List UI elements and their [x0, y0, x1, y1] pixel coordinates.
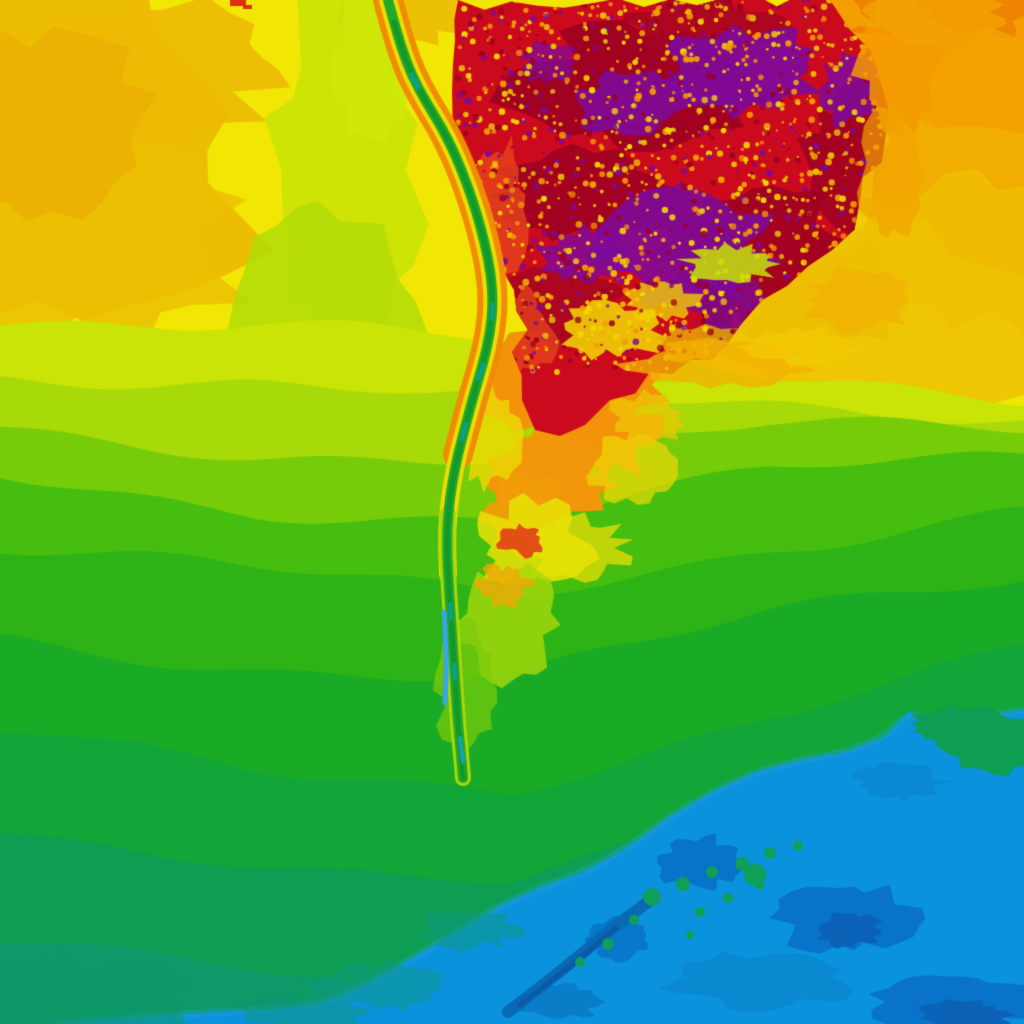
weather-temperature-map [0, 0, 1024, 1024]
temperature-heatmap-canvas[interactable] [0, 0, 1024, 1024]
